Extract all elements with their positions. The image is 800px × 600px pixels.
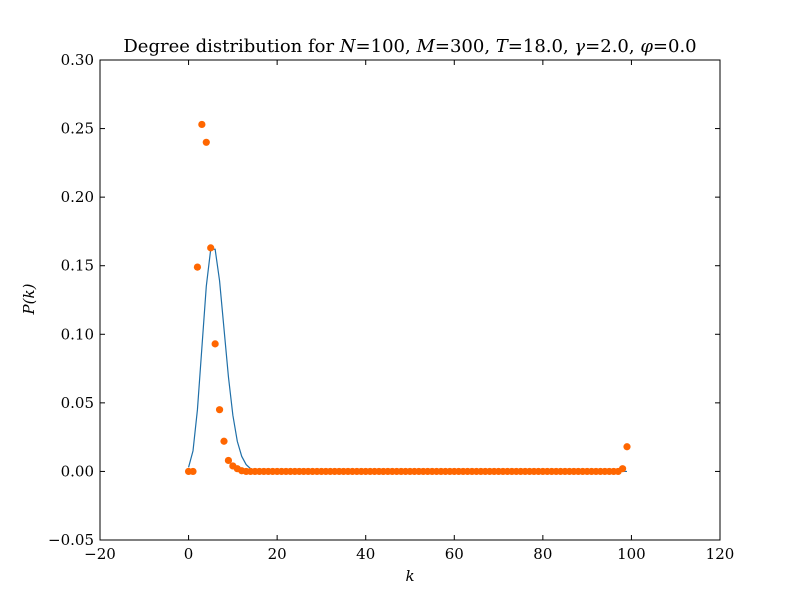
- title-part-6: =18.0,: [508, 36, 575, 57]
- y-tick-label: −0.05: [48, 531, 94, 549]
- title-part-3: M: [415, 36, 435, 57]
- title-part-10: =0.0: [653, 36, 697, 57]
- scatter-point: [207, 244, 215, 252]
- scatter-point: [220, 437, 228, 445]
- y-tick-label: 0.25: [61, 120, 94, 138]
- title-part-4: =300,: [435, 36, 496, 57]
- y-tick-label: 0.30: [61, 51, 94, 69]
- x-tick-label: −20: [84, 545, 116, 563]
- x-axis-label: k: [405, 567, 414, 585]
- title-part-2: =100,: [356, 36, 417, 57]
- plot-frame: [99, 59, 721, 541]
- chart-title: Degree distribution for N=100, M=300, T=…: [123, 36, 696, 57]
- title-part-9: φ: [640, 36, 653, 57]
- ticks-layer: −20 0 20 40 60 80 100 120 −0.05 0.00 0.05 0.10 0.15 0…: [48, 51, 734, 563]
- y-tick-label: 0.10: [61, 325, 94, 343]
- y-tick-label: 0.05: [61, 394, 94, 412]
- x-tick-label: 100: [617, 545, 646, 563]
- x-tick-label: 60: [445, 545, 464, 563]
- x-tick-label: 0: [184, 545, 194, 563]
- scatter-point: [211, 340, 219, 348]
- scatter-point: [193, 263, 202, 271]
- series-layer: [184, 120, 631, 476]
- x-tick-label: 80: [533, 545, 552, 563]
- scatter-point: [618, 465, 627, 473]
- scatter-point: [198, 120, 206, 129]
- scatter-point: [623, 443, 631, 451]
- y-axis-label: P(k): [20, 283, 38, 315]
- x-tick-label: 40: [356, 545, 375, 563]
- y-tick-label: 0.15: [61, 257, 94, 275]
- y-tick-label: 0.20: [61, 188, 94, 206]
- y-tick-label: 0.00: [61, 462, 94, 480]
- title-part-5: T: [496, 36, 510, 57]
- x-tick-label: 120: [706, 545, 735, 563]
- title-part-1: N: [339, 36, 357, 57]
- scatter-point: [202, 138, 210, 146]
- scatter-point: [189, 467, 197, 476]
- title-part-8: =2.0,: [585, 36, 640, 57]
- title-part-7: γ: [574, 36, 585, 57]
- title-part-0: Degree distribution for: [123, 36, 339, 57]
- scatter-point: [215, 406, 224, 414]
- x-tick-label: 20: [268, 545, 287, 563]
- scatter-point: [224, 456, 233, 465]
